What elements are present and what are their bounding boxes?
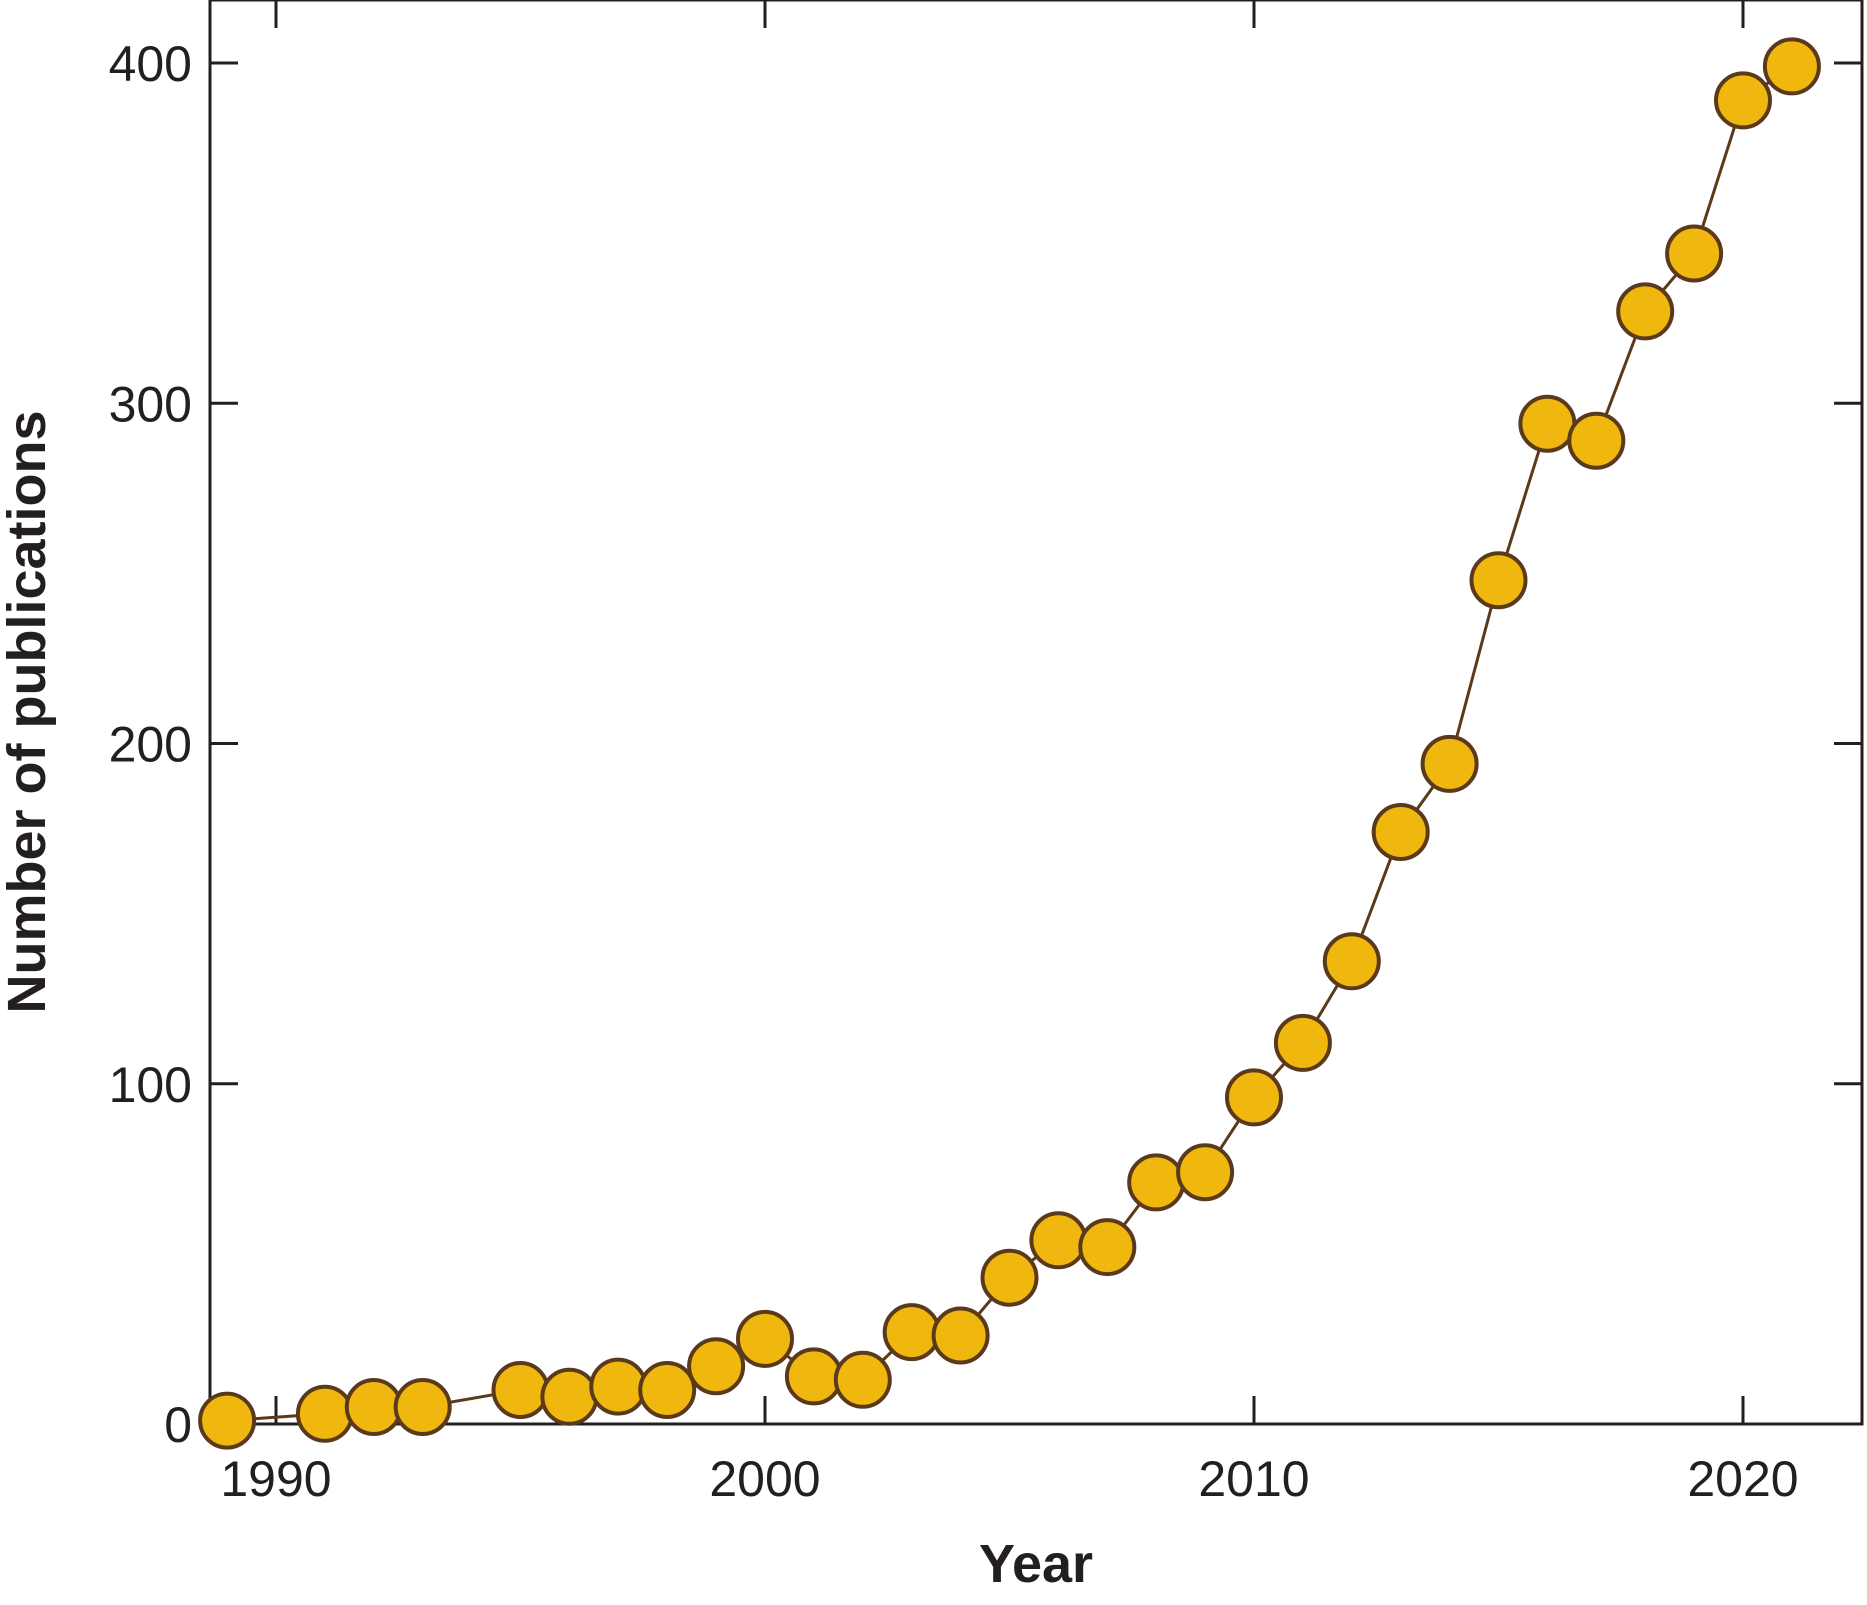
y-tick-label: 300 <box>109 376 192 432</box>
data-point <box>833 1350 892 1409</box>
data-point <box>1616 282 1675 341</box>
y-tick-label: 400 <box>109 36 192 92</box>
x-tick-label: 2010 <box>1198 1451 1309 1507</box>
data-point <box>736 1309 794 1368</box>
data-point <box>1762 37 1821 96</box>
data-point <box>980 1248 1039 1307</box>
data-point <box>1225 1068 1283 1127</box>
data-point <box>1322 932 1381 991</box>
data-point <box>931 1306 990 1365</box>
x-tick-label: 2000 <box>709 1451 820 1507</box>
data-point <box>344 1378 403 1436</box>
data-point <box>784 1347 843 1406</box>
data-point <box>1567 411 1626 470</box>
y-tick-label: 100 <box>109 1057 192 1113</box>
data-point <box>589 1357 648 1416</box>
axis-ticks <box>210 0 1862 1426</box>
data-point <box>1518 394 1577 453</box>
data-point <box>1665 224 1724 283</box>
data-point <box>1469 551 1528 610</box>
data-point <box>295 1384 354 1443</box>
axis-tick-labels: 1990 2000 2010 2020 0 100 200 300 400 <box>109 36 1799 1507</box>
data-point <box>1127 1153 1186 1212</box>
x-tick-label: 1990 <box>220 1451 331 1507</box>
y-tick-label: 200 <box>109 717 192 773</box>
data-point <box>491 1361 550 1419</box>
x-axis-title: Year <box>979 1534 1093 1594</box>
data-point <box>1714 71 1772 130</box>
data-point <box>882 1303 941 1362</box>
x-tick-label: 2020 <box>1687 1451 1798 1507</box>
data-point <box>540 1367 599 1426</box>
data-point <box>1273 1013 1332 1072</box>
data-point <box>687 1337 746 1396</box>
data-point <box>638 1361 697 1419</box>
data-point <box>1176 1143 1235 1202</box>
y-tick-label: 0 <box>164 1397 192 1453</box>
data-point <box>1029 1211 1088 1270</box>
data-point <box>1078 1218 1137 1277</box>
y-axis-title: Number of publications <box>0 410 57 1013</box>
data-point <box>393 1378 452 1436</box>
data-points <box>198 37 1821 1450</box>
data-point <box>1420 734 1479 793</box>
plot-frame <box>208 0 1864 1426</box>
data-point <box>1371 803 1430 861</box>
data-point <box>198 1391 257 1450</box>
series-line <box>226 65 1793 1423</box>
